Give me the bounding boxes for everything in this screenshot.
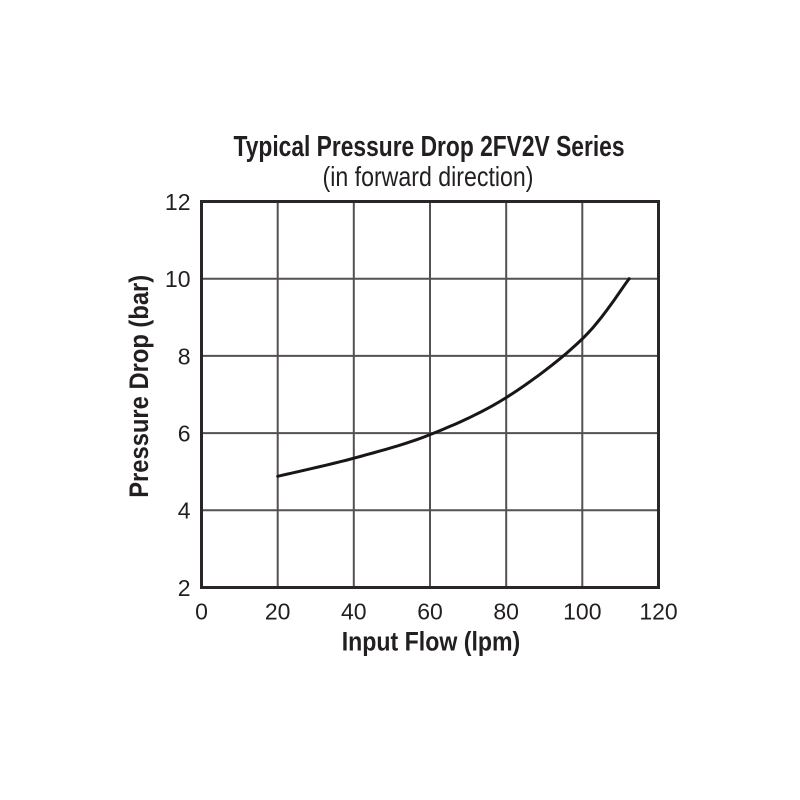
svg-text:Pressure Drop (bar): Pressure Drop (bar) bbox=[124, 275, 154, 498]
svg-text:40: 40 bbox=[341, 598, 367, 624]
svg-text:Typical Pressure Drop 2FV2V Se: Typical Pressure Drop 2FV2V Series bbox=[234, 131, 625, 163]
svg-text:6: 6 bbox=[178, 421, 191, 447]
svg-text:10: 10 bbox=[165, 266, 191, 292]
svg-text:120: 120 bbox=[639, 598, 677, 624]
svg-text:80: 80 bbox=[493, 598, 519, 624]
svg-text:4: 4 bbox=[178, 498, 191, 524]
svg-text:Input Flow (lpm): Input Flow (lpm) bbox=[342, 626, 521, 656]
svg-text:20: 20 bbox=[265, 598, 291, 624]
svg-text:12: 12 bbox=[165, 189, 191, 215]
svg-text:100: 100 bbox=[563, 598, 601, 624]
svg-text:8: 8 bbox=[178, 343, 191, 369]
svg-text:(in forward direction): (in forward direction) bbox=[323, 161, 534, 192]
svg-text:60: 60 bbox=[417, 598, 443, 624]
svg-text:0: 0 bbox=[195, 598, 208, 624]
svg-text:2: 2 bbox=[178, 575, 191, 601]
